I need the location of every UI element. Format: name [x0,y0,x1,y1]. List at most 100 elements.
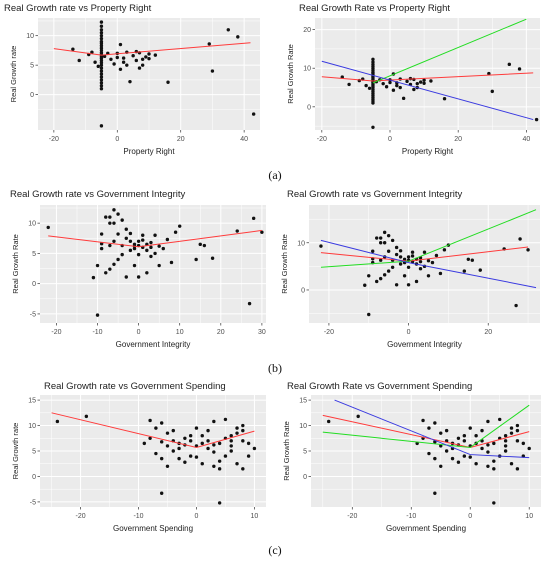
data-point [382,230,387,235]
data-point [223,417,228,422]
data-point [104,215,108,219]
tick-label-x: 20 [217,329,225,336]
data-point [206,446,210,451]
data-point [166,80,170,84]
data-point [104,271,108,275]
tick-label-x: -10 [133,513,143,520]
fit-line-red [321,72,534,82]
data-point [177,456,181,461]
fit-line-red [48,229,262,248]
tick-label-y: 0 [307,104,311,111]
data-point [217,441,222,446]
data-point [438,271,443,276]
data-point [99,58,104,63]
data-point [116,257,120,262]
data-point [229,444,233,448]
data-point [134,58,139,63]
data-point [326,419,331,424]
tick-label-x: -10 [406,513,416,520]
data-point [412,87,416,92]
data-point [157,263,161,268]
tick-label-y: 10 [303,66,311,73]
data-point [153,53,158,57]
data-point [99,56,104,60]
data-point [200,434,204,438]
data-point [99,72,104,76]
data-point [492,459,496,463]
data-point [414,279,419,284]
data-point [124,275,128,279]
data-point [226,28,230,32]
tick-label-y: 10 [28,423,36,430]
data-point [427,451,431,456]
data-point [534,117,539,122]
data-point [229,449,233,453]
data-point [116,232,120,236]
tick-label-x: -20 [324,329,334,336]
data-point [526,248,530,252]
tick-label-y: 15 [299,398,307,405]
data-point [517,67,522,71]
data-point [515,439,520,443]
data-point [486,443,490,447]
data-point [200,462,204,466]
data-point [99,24,104,28]
y-axis-title: Real Growth Rate [11,234,20,294]
data-point [439,431,443,435]
caption-a: (a) [268,168,281,182]
y-axis-title: Real Growth rate [9,46,18,103]
data-point [217,459,222,463]
data-point [118,42,123,47]
data-point [99,75,104,79]
data-point [394,245,399,250]
data-point [99,78,104,82]
y-axis-title: Real Growth Rate [282,421,291,481]
data-point [251,112,256,116]
data-point [480,428,484,433]
data-point [84,414,89,419]
tick-label-y: -5 [30,311,36,318]
data-point [390,238,395,243]
y-axis-title: Real Growth rate [11,423,20,480]
fit-line-red [51,412,255,448]
data-point [206,439,210,443]
data-point [433,491,437,495]
fit-line-green [322,404,530,448]
data-point [154,451,158,456]
data-point [319,244,323,248]
data-point [109,57,113,61]
data-point [442,248,447,252]
data-point [521,441,526,446]
data-point [140,57,145,61]
data-point [503,444,508,448]
tick-label-y: 15 [28,398,36,405]
x-axis-title: Property Right [123,147,175,156]
tick-label-x: 20 [177,136,185,143]
data-point [235,229,239,233]
data-point [99,44,104,48]
data-point [131,54,135,58]
x-axis-title: Government Integrity [387,340,462,349]
tick-label-x: 0 [115,136,119,143]
data-point [391,88,396,92]
data-point [99,41,104,46]
plot-background [40,205,266,323]
data-point [367,312,371,317]
data-point [128,239,133,244]
data-point [112,208,116,212]
data-point [177,446,181,451]
data-point [112,239,116,244]
data-point [217,501,222,505]
data-point [200,441,204,446]
data-point [406,255,411,259]
data-point [142,441,147,446]
tick-label-y: 10 [26,33,34,40]
data-point [371,249,375,253]
data-point [418,80,423,84]
data-point [46,225,50,230]
data-point [148,436,152,440]
data-point [93,60,97,64]
data-point [468,455,472,459]
data-point [371,57,375,62]
data-point [210,69,215,73]
